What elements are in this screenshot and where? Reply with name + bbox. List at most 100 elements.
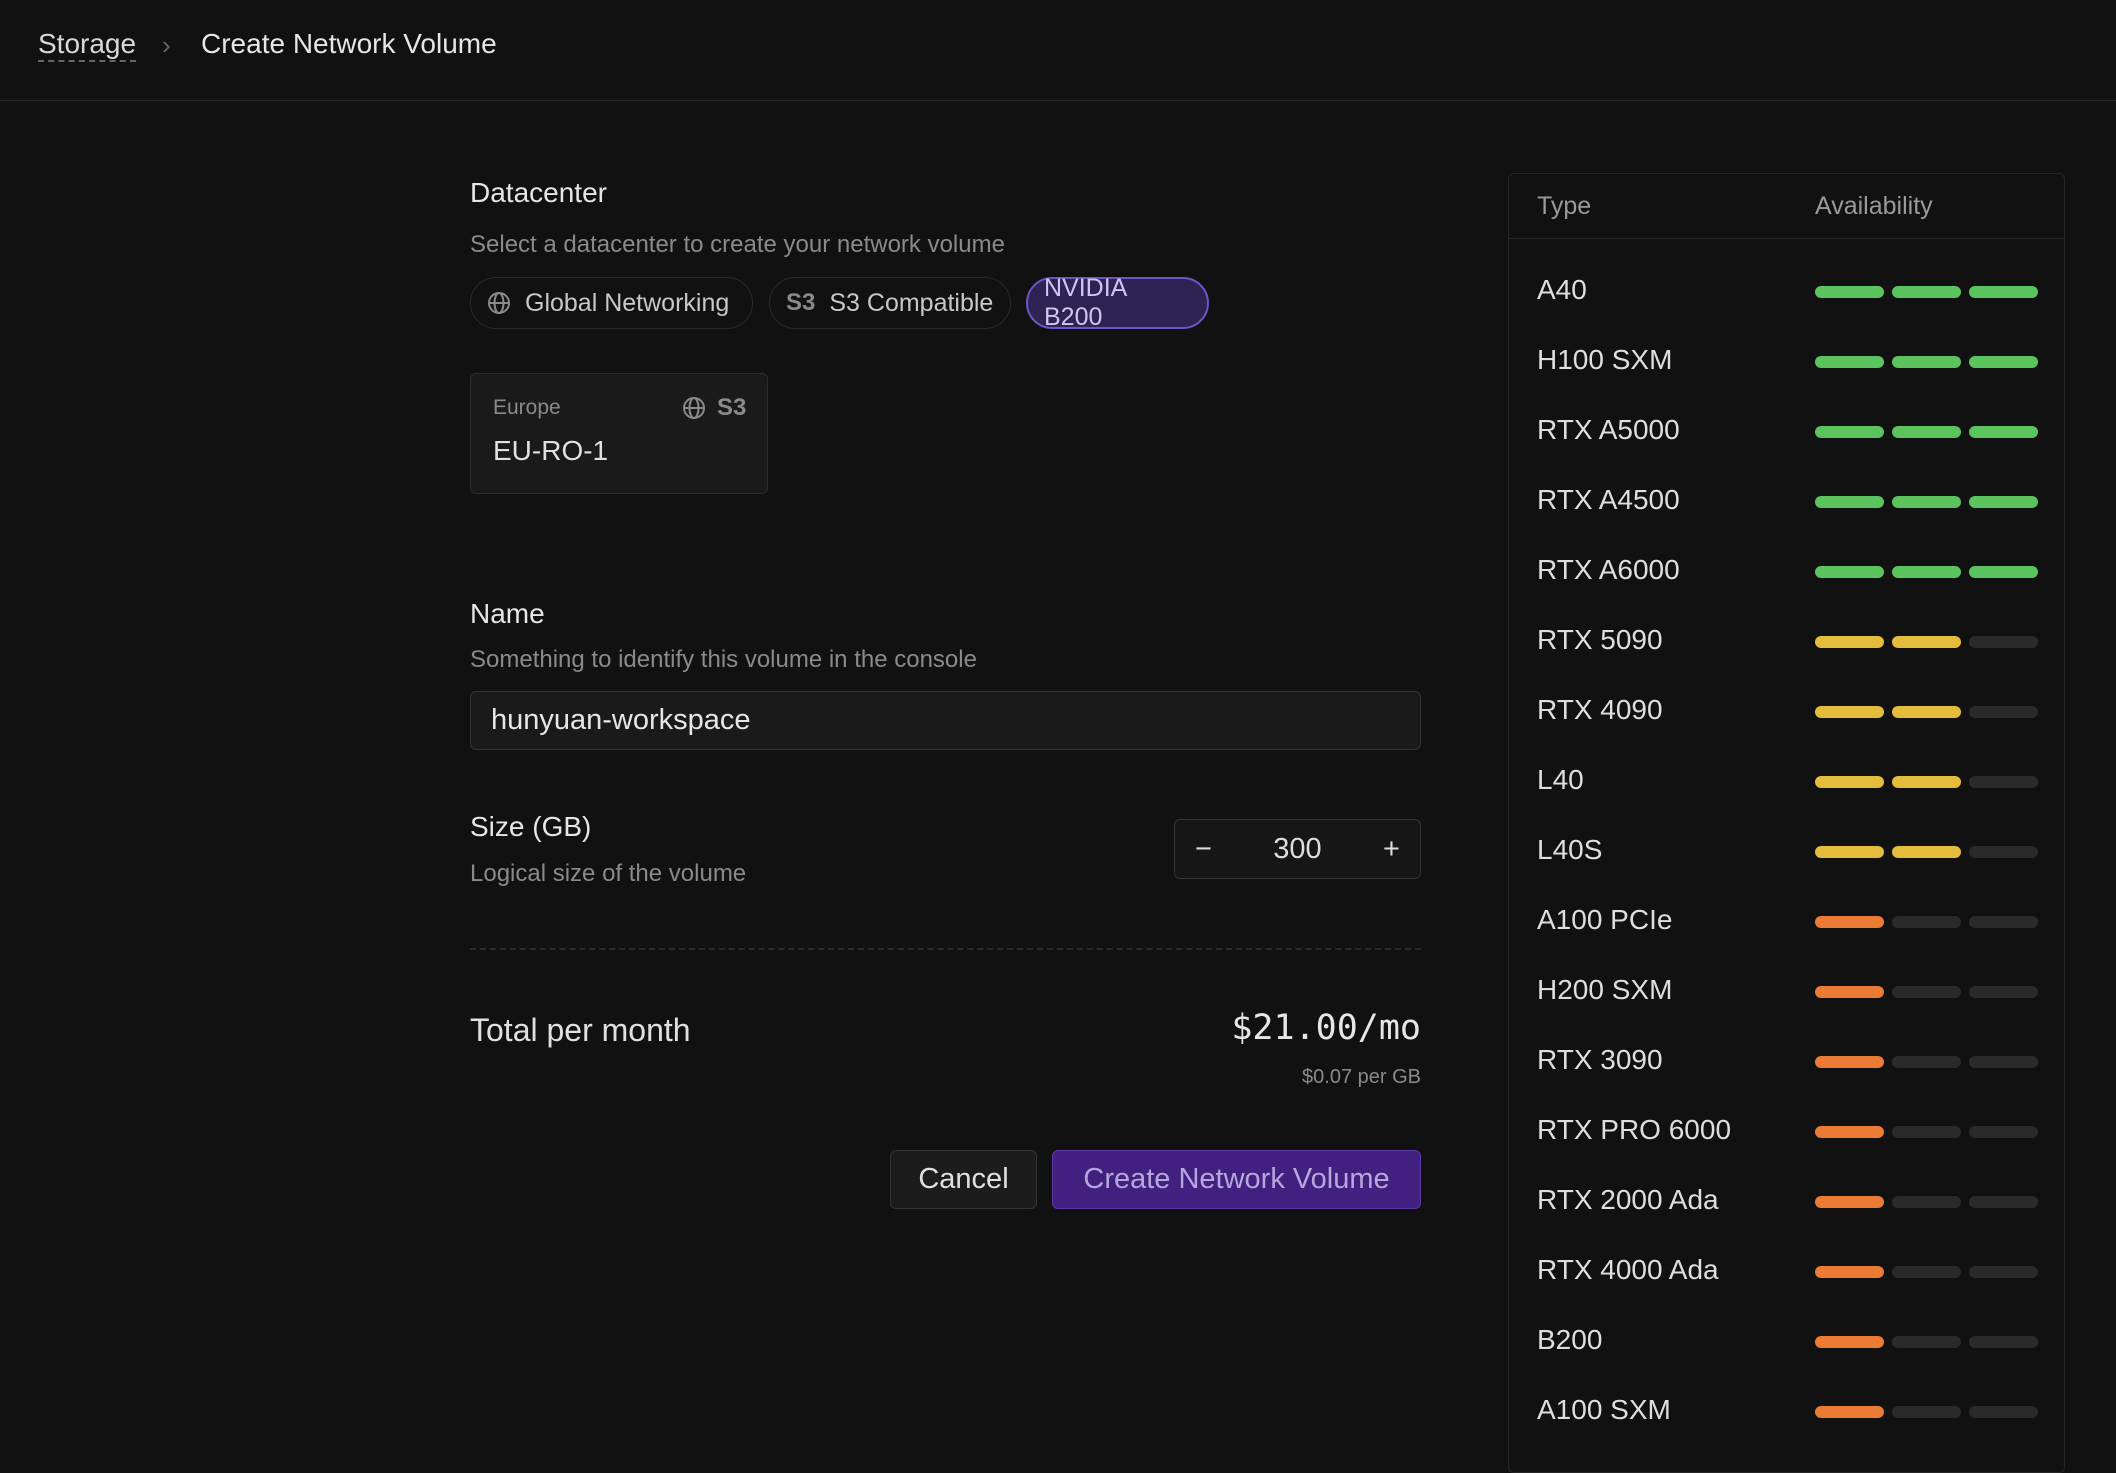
availability-bar — [1969, 286, 2038, 298]
create-network-volume-button[interactable]: Create Network Volume — [1052, 1150, 1421, 1209]
availability-bar — [1815, 1056, 1884, 1068]
size-subtitle: Logical size of the volume — [470, 860, 747, 887]
filter-s3-compatible[interactable]: S3 S3 Compatible — [769, 277, 1011, 329]
availability-bar — [1969, 846, 2038, 858]
availability-bar — [1969, 1056, 2038, 1068]
availability-bar — [1969, 1406, 2038, 1418]
availability-meter — [1815, 1336, 2038, 1348]
gpu-row: RTX 3090 — [1509, 1026, 2064, 1096]
datacenter-name: EU-RO-1 — [493, 435, 609, 466]
availability-bar — [1815, 1266, 1884, 1278]
availability-meter — [1815, 706, 2038, 718]
gpu-type: RTX A6000 — [1537, 554, 1680, 585]
availability-bar — [1969, 706, 2038, 718]
datacenter-label: Datacenter — [470, 177, 607, 208]
gpu-row: RTX PRO 6000 — [1509, 1096, 2064, 1166]
availability-bar — [1815, 356, 1884, 368]
decrement-button[interactable]: − — [1195, 832, 1212, 865]
availability-meter — [1815, 1266, 2038, 1278]
gpu-type: RTX A5000 — [1537, 414, 1680, 445]
gpu-type: RTX 2000 Ada — [1537, 1184, 1719, 1215]
gpu-row: A40 — [1509, 256, 2064, 326]
availability-bar — [1815, 1196, 1884, 1208]
availability-bar — [1815, 776, 1884, 788]
gpu-row: L40 — [1509, 746, 2064, 816]
availability-bar — [1892, 356, 1961, 368]
globe-icon — [488, 292, 510, 314]
s3-icon: S3 — [786, 289, 816, 316]
availability-bar — [1815, 846, 1884, 858]
availability-bar — [1969, 986, 2038, 998]
region-label: Europe — [493, 396, 561, 419]
gpu-row: H100 SXM — [1509, 326, 2064, 396]
availability-bar — [1969, 496, 2038, 508]
gpu-row: RTX A4500 — [1509, 466, 2064, 536]
name-subtitle: Something to identify this volume in the… — [470, 646, 977, 673]
availability-bar — [1815, 286, 1884, 298]
availability-bar — [1969, 566, 2038, 578]
availability-bar — [1815, 426, 1884, 438]
divider — [470, 948, 1421, 950]
availability-bar — [1892, 706, 1961, 718]
gpu-row: RTX 4090 — [1509, 676, 2064, 746]
filter-label: NVIDIA B200 — [1044, 274, 1126, 331]
availability-bar — [1815, 1336, 1884, 1348]
datacenter-option-eu-ro-1[interactable]: Europe S3 EU-RO-1 — [470, 373, 768, 494]
gpu-type: H100 SXM — [1537, 344, 1673, 375]
availability-bar — [1892, 1126, 1961, 1138]
availability-bar — [1815, 986, 1884, 998]
header-divider — [1509, 238, 2064, 239]
s3-icon: S3 — [717, 394, 747, 421]
gpu-row: RTX A6000 — [1509, 536, 2064, 606]
availability-bar — [1969, 356, 2038, 368]
availability-bar — [1892, 846, 1961, 858]
total-price: $21.00/mo — [1231, 1008, 1421, 1048]
availability-meter — [1815, 986, 2038, 998]
gpu-type: A100 PCIe — [1537, 904, 1673, 935]
gpu-type: L40 — [1537, 764, 1584, 795]
availability-meter — [1815, 1406, 2038, 1418]
volume-name-input[interactable]: hunyuan-workspace — [470, 691, 1421, 750]
availability-meter — [1815, 426, 2038, 438]
availability-bar — [1969, 1266, 2038, 1278]
total-label: Total per month — [470, 1012, 691, 1048]
name-label: Name — [470, 598, 545, 629]
gpu-type: RTX 4090 — [1537, 694, 1663, 725]
gpu-row: RTX 5090 — [1509, 606, 2064, 676]
datacenter-subtitle: Select a datacenter to create your netwo… — [470, 231, 1005, 258]
availability-bar — [1892, 1056, 1961, 1068]
availability-bar — [1892, 566, 1961, 578]
breadcrumb-storage-link[interactable]: Storage — [38, 28, 137, 62]
gpu-type: H200 SXM — [1537, 974, 1673, 1005]
availability-meter — [1815, 1056, 2038, 1068]
gpu-type: A100 SXM — [1537, 1394, 1671, 1425]
availability-bar — [1892, 1336, 1961, 1348]
gpu-type: RTX 5090 — [1537, 624, 1663, 655]
gpu-row: L40S — [1509, 816, 2064, 886]
availability-bar — [1815, 566, 1884, 578]
availability-meter — [1815, 846, 2038, 858]
gpu-type: L40S — [1537, 834, 1603, 865]
gpu-type: RTX 4000 Ada — [1537, 1254, 1719, 1285]
availability-bar — [1892, 1196, 1961, 1208]
gpu-row: RTX 2000 Ada — [1509, 1166, 2064, 1236]
availability-bar — [1815, 1126, 1884, 1138]
availability-bar — [1892, 496, 1961, 508]
top-bar: Storage › Create Network Volume — [0, 0, 2116, 101]
availability-header: Availability — [1815, 192, 1933, 220]
availability-meter — [1815, 496, 2038, 508]
filter-nvidia-b200[interactable]: NVIDIA B200 — [1026, 274, 1209, 331]
availability-bar — [1969, 916, 2038, 928]
availability-meter — [1815, 1126, 2038, 1138]
availability-bar — [1892, 986, 1961, 998]
increment-button[interactable]: + — [1383, 832, 1400, 865]
gpu-type: RTX 3090 — [1537, 1044, 1663, 1075]
gpu-row: A100 SXM — [1509, 1376, 2064, 1446]
filter-global-networking[interactable]: Global Networking — [470, 277, 753, 329]
gpu-availability-panel: Type Availability A40 H100 SXM RTX A5000 RT… — [1508, 173, 2065, 1473]
size-value[interactable]: 300 — [1273, 832, 1322, 865]
size-stepper[interactable]: − 300 + — [1174, 819, 1421, 879]
availability-bar — [1969, 1196, 2038, 1208]
cancel-button[interactable]: Cancel — [890, 1150, 1037, 1209]
gpu-row: RTX A5000 — [1509, 396, 2064, 466]
